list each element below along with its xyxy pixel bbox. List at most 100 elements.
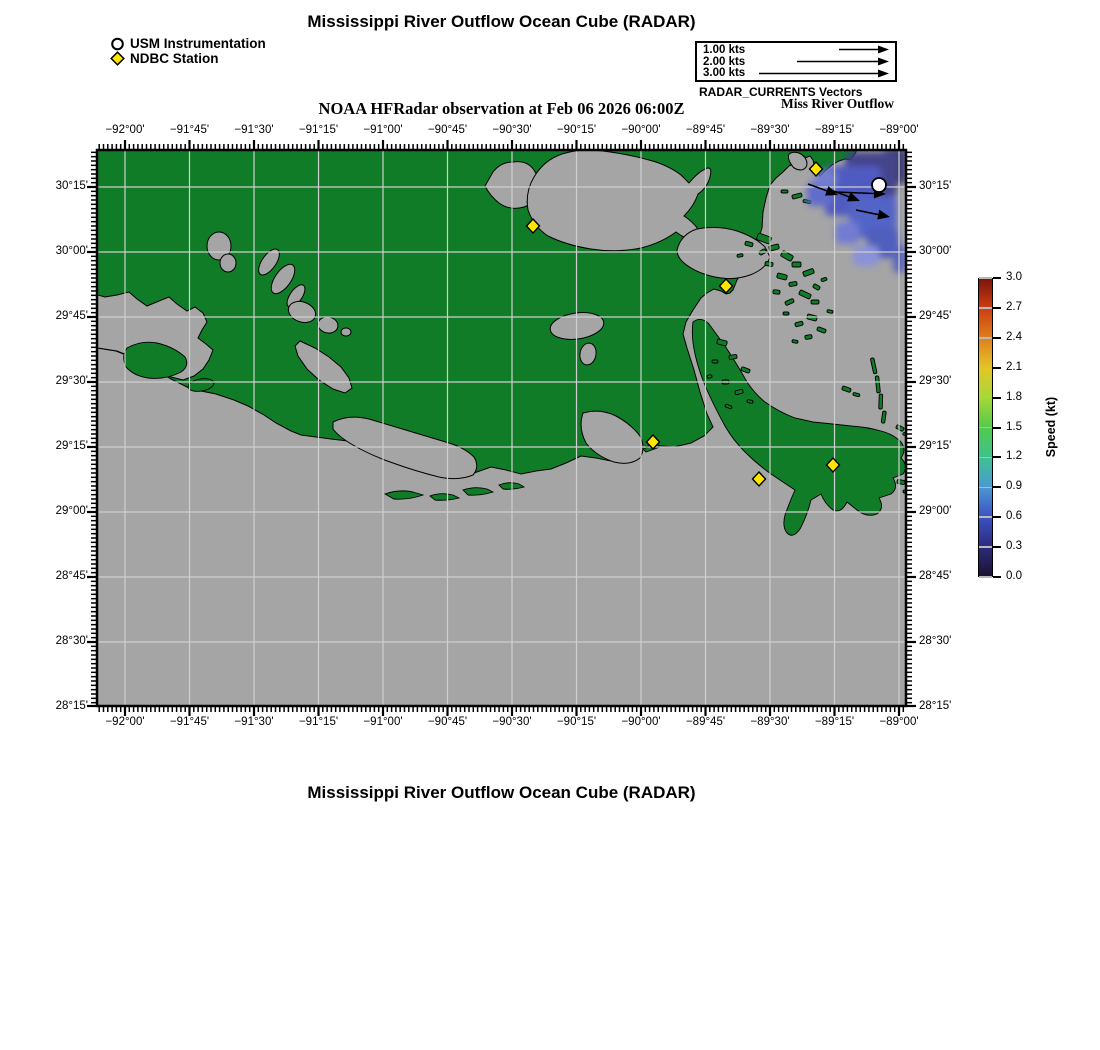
x-axis-label-top: −90°45' [427, 124, 468, 136]
y-axis-label-left: 30°15' [55, 180, 88, 192]
x-axis-label-top: −90°30' [492, 124, 532, 136]
x-axis-label-bottom: −91°00' [363, 716, 403, 728]
x-axis-label-top: −90°15' [556, 124, 597, 136]
x-axis-label-top: −91°30' [234, 124, 274, 136]
x-axis-label-bottom: −89°15' [814, 716, 855, 728]
x-axis-label-bottom: −90°15' [556, 716, 597, 728]
colorbar-level-line [979, 396, 992, 399]
x-axis-label-top: −89°30' [750, 124, 790, 136]
colorbar-title: Speed (kt) [1044, 396, 1058, 458]
x-axis-label-bottom: −92°00' [105, 716, 145, 728]
ndbc-station-marker [645, 433, 661, 451]
x-axis-label-bottom: −89°45' [685, 716, 726, 728]
x-axis-label-bottom: −90°30' [492, 716, 532, 728]
figure-title-bottom: Mississippi River Outflow Ocean Cube (RA… [307, 783, 696, 802]
breton-island [852, 392, 861, 398]
lake-palourde [270, 263, 296, 295]
colorbar-level-line [979, 307, 992, 309]
colorbar-tick [993, 576, 1001, 578]
map-canvas [87, 140, 916, 716]
graticule-gridlines [97, 150, 906, 706]
station-markers [525, 160, 887, 488]
vector-scale-legend: 1.00 kts 2.00 kts 3.00 kts [695, 41, 897, 82]
y-axis-label-left: 29°00' [55, 505, 88, 517]
terrebonne-timbalier-bays [332, 416, 478, 480]
region-label: Miss River Outflow [781, 96, 894, 111]
bays-and-lakes [97, 150, 808, 480]
vector-legend-caption: RADAR_CURRENTS Vectors [699, 85, 863, 99]
colorbar-tick [993, 456, 1001, 459]
speed-colorbar: 3.0 2.7 2.4 2.1 1.8 1.5 1.2 0.9 0.6 0.3 0.0 [978, 271, 1048, 582]
chandeleur-island [874, 375, 881, 394]
x-axis-label-top: −90°00' [621, 124, 661, 136]
y-axis-label-left: 29°30' [55, 375, 88, 387]
colorbar-tick-label: 0.6 [1006, 510, 1022, 523]
colorbar-level-line [979, 426, 992, 429]
ndbc-station-marker [808, 160, 824, 178]
barataria-bay [580, 410, 644, 464]
y-axis-label-right: 29°00' [919, 505, 952, 517]
x-axis-label-bottom: −91°15' [298, 716, 339, 728]
x-axis-label-top: −91°15' [298, 124, 339, 136]
colorbar-tick-label: 2.7 [1006, 300, 1022, 313]
colorbar-level-line [979, 456, 992, 459]
colorbar-tick [993, 546, 1001, 549]
atchafalaya-bay-east [294, 340, 353, 394]
x-axis-label-top: −89°00' [879, 124, 919, 136]
ndbc-station-marker [718, 277, 734, 295]
colorbar-level-line [979, 277, 992, 279]
vector-scale-label: 1.00 kts [703, 43, 746, 56]
x-axis-label-top: −92°00' [105, 124, 145, 136]
map-frame [95, 148, 908, 708]
ndbc-station-marker [751, 470, 767, 488]
colorbar-level-line [979, 576, 992, 578]
mississippi-river-delta [691, 319, 906, 536]
colorbar-level-line [979, 486, 992, 489]
colorbar-tick-label: 1.8 [1006, 390, 1022, 403]
usm-circle-icon [111, 37, 124, 51]
legend-label-usm: USM Instrumentation [130, 36, 266, 51]
y-axis-label-right: 29°30' [919, 375, 952, 387]
vector-scale-row: 3.00 kts [703, 67, 892, 79]
colorbar-tick [993, 426, 1001, 429]
colorbar-tick [993, 366, 1001, 369]
chandeleur-island [878, 393, 884, 410]
y-axis-label-left: 28°15' [55, 700, 88, 712]
colorbar-tick [993, 336, 1001, 339]
vector-scale-row: 1.00 kts [703, 44, 892, 56]
vector-scale-arrow-3kt [759, 69, 889, 78]
y-axis-label-left: 29°15' [55, 440, 88, 452]
barrier-island [462, 487, 495, 496]
colorbar-tick [993, 396, 1001, 399]
lake-verret [258, 248, 280, 276]
current-vector-arrows [807, 183, 890, 220]
chandeleur-island [880, 410, 887, 424]
colorbar-tick [993, 516, 1001, 519]
chandeleur-island [870, 357, 878, 375]
current-vector-arrow [855, 209, 890, 220]
y-axis-label-left: 30°00' [55, 245, 88, 257]
x-axis-label-bottom: −90°00' [621, 716, 661, 728]
colorbar-level-line [979, 366, 992, 369]
islands-and-marsh [123, 189, 906, 536]
y-axis-label-left: 28°45' [55, 570, 88, 582]
barrier-island [429, 493, 461, 501]
x-axis-label-bottom: −89°00' [879, 716, 919, 728]
colorbar-tick [993, 486, 1001, 489]
colorbar-level-line [979, 546, 992, 548]
observation-subtitle: NOAA HFRadar observation at Feb 06 2026 … [318, 99, 685, 118]
marker-legend: USM Instrumentation NDBC Station [110, 36, 266, 66]
ndbc-station-marker [825, 456, 841, 474]
current-vector-arrow [830, 189, 860, 202]
vector-scale-label: 2.00 kts [703, 55, 746, 68]
x-axis-label-bottom: −91°45' [169, 716, 210, 728]
legend-row-ndbc: NDBC Station [110, 51, 266, 66]
x-axis-label-bottom: −90°45' [427, 716, 468, 728]
x-axis-label-top: −89°15' [814, 124, 855, 136]
y-axis-label-right: 29°45' [919, 310, 952, 322]
colorbar-tick-label: 1.5 [1006, 420, 1022, 433]
colorbar-tick [993, 277, 1001, 279]
colorbar-tick-label: 1.2 [1006, 450, 1022, 463]
colorbar-tick [993, 306, 1001, 309]
